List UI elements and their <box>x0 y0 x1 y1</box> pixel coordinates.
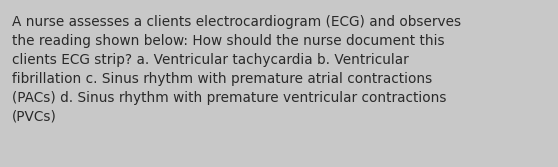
Text: A nurse assesses a clients electrocardiogram (ECG) and observes
the reading show: A nurse assesses a clients electrocardio… <box>12 15 461 124</box>
